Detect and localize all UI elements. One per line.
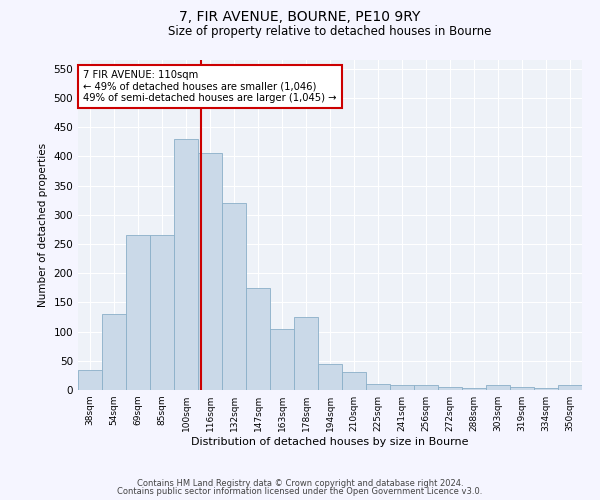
Title: Size of property relative to detached houses in Bourne: Size of property relative to detached ho… [169,25,491,38]
Bar [246,288,270,390]
Bar [342,372,366,390]
Bar [78,370,102,390]
Bar [198,154,222,390]
Text: Contains public sector information licensed under the Open Government Licence v3: Contains public sector information licen… [118,487,482,496]
Bar [414,386,438,390]
X-axis label: Distribution of detached houses by size in Bourne: Distribution of detached houses by size … [191,437,469,447]
Bar [126,235,150,390]
Y-axis label: Number of detached properties: Number of detached properties [38,143,48,307]
Bar [222,203,246,390]
Bar [150,235,174,390]
Bar [174,139,198,390]
Text: 7 FIR AVENUE: 110sqm
← 49% of detached houses are smaller (1,046)
49% of semi-de: 7 FIR AVENUE: 110sqm ← 49% of detached h… [83,70,337,103]
Bar [558,386,582,390]
Bar [486,386,510,390]
Bar [462,388,486,390]
Bar [294,317,318,390]
Bar [102,314,126,390]
Bar [366,384,390,390]
Bar [534,388,558,390]
Bar [438,387,462,390]
Text: Contains HM Land Registry data © Crown copyright and database right 2024.: Contains HM Land Registry data © Crown c… [137,478,463,488]
Bar [318,364,342,390]
Bar [270,328,294,390]
Bar [390,386,414,390]
Text: 7, FIR AVENUE, BOURNE, PE10 9RY: 7, FIR AVENUE, BOURNE, PE10 9RY [179,10,421,24]
Bar [510,387,534,390]
